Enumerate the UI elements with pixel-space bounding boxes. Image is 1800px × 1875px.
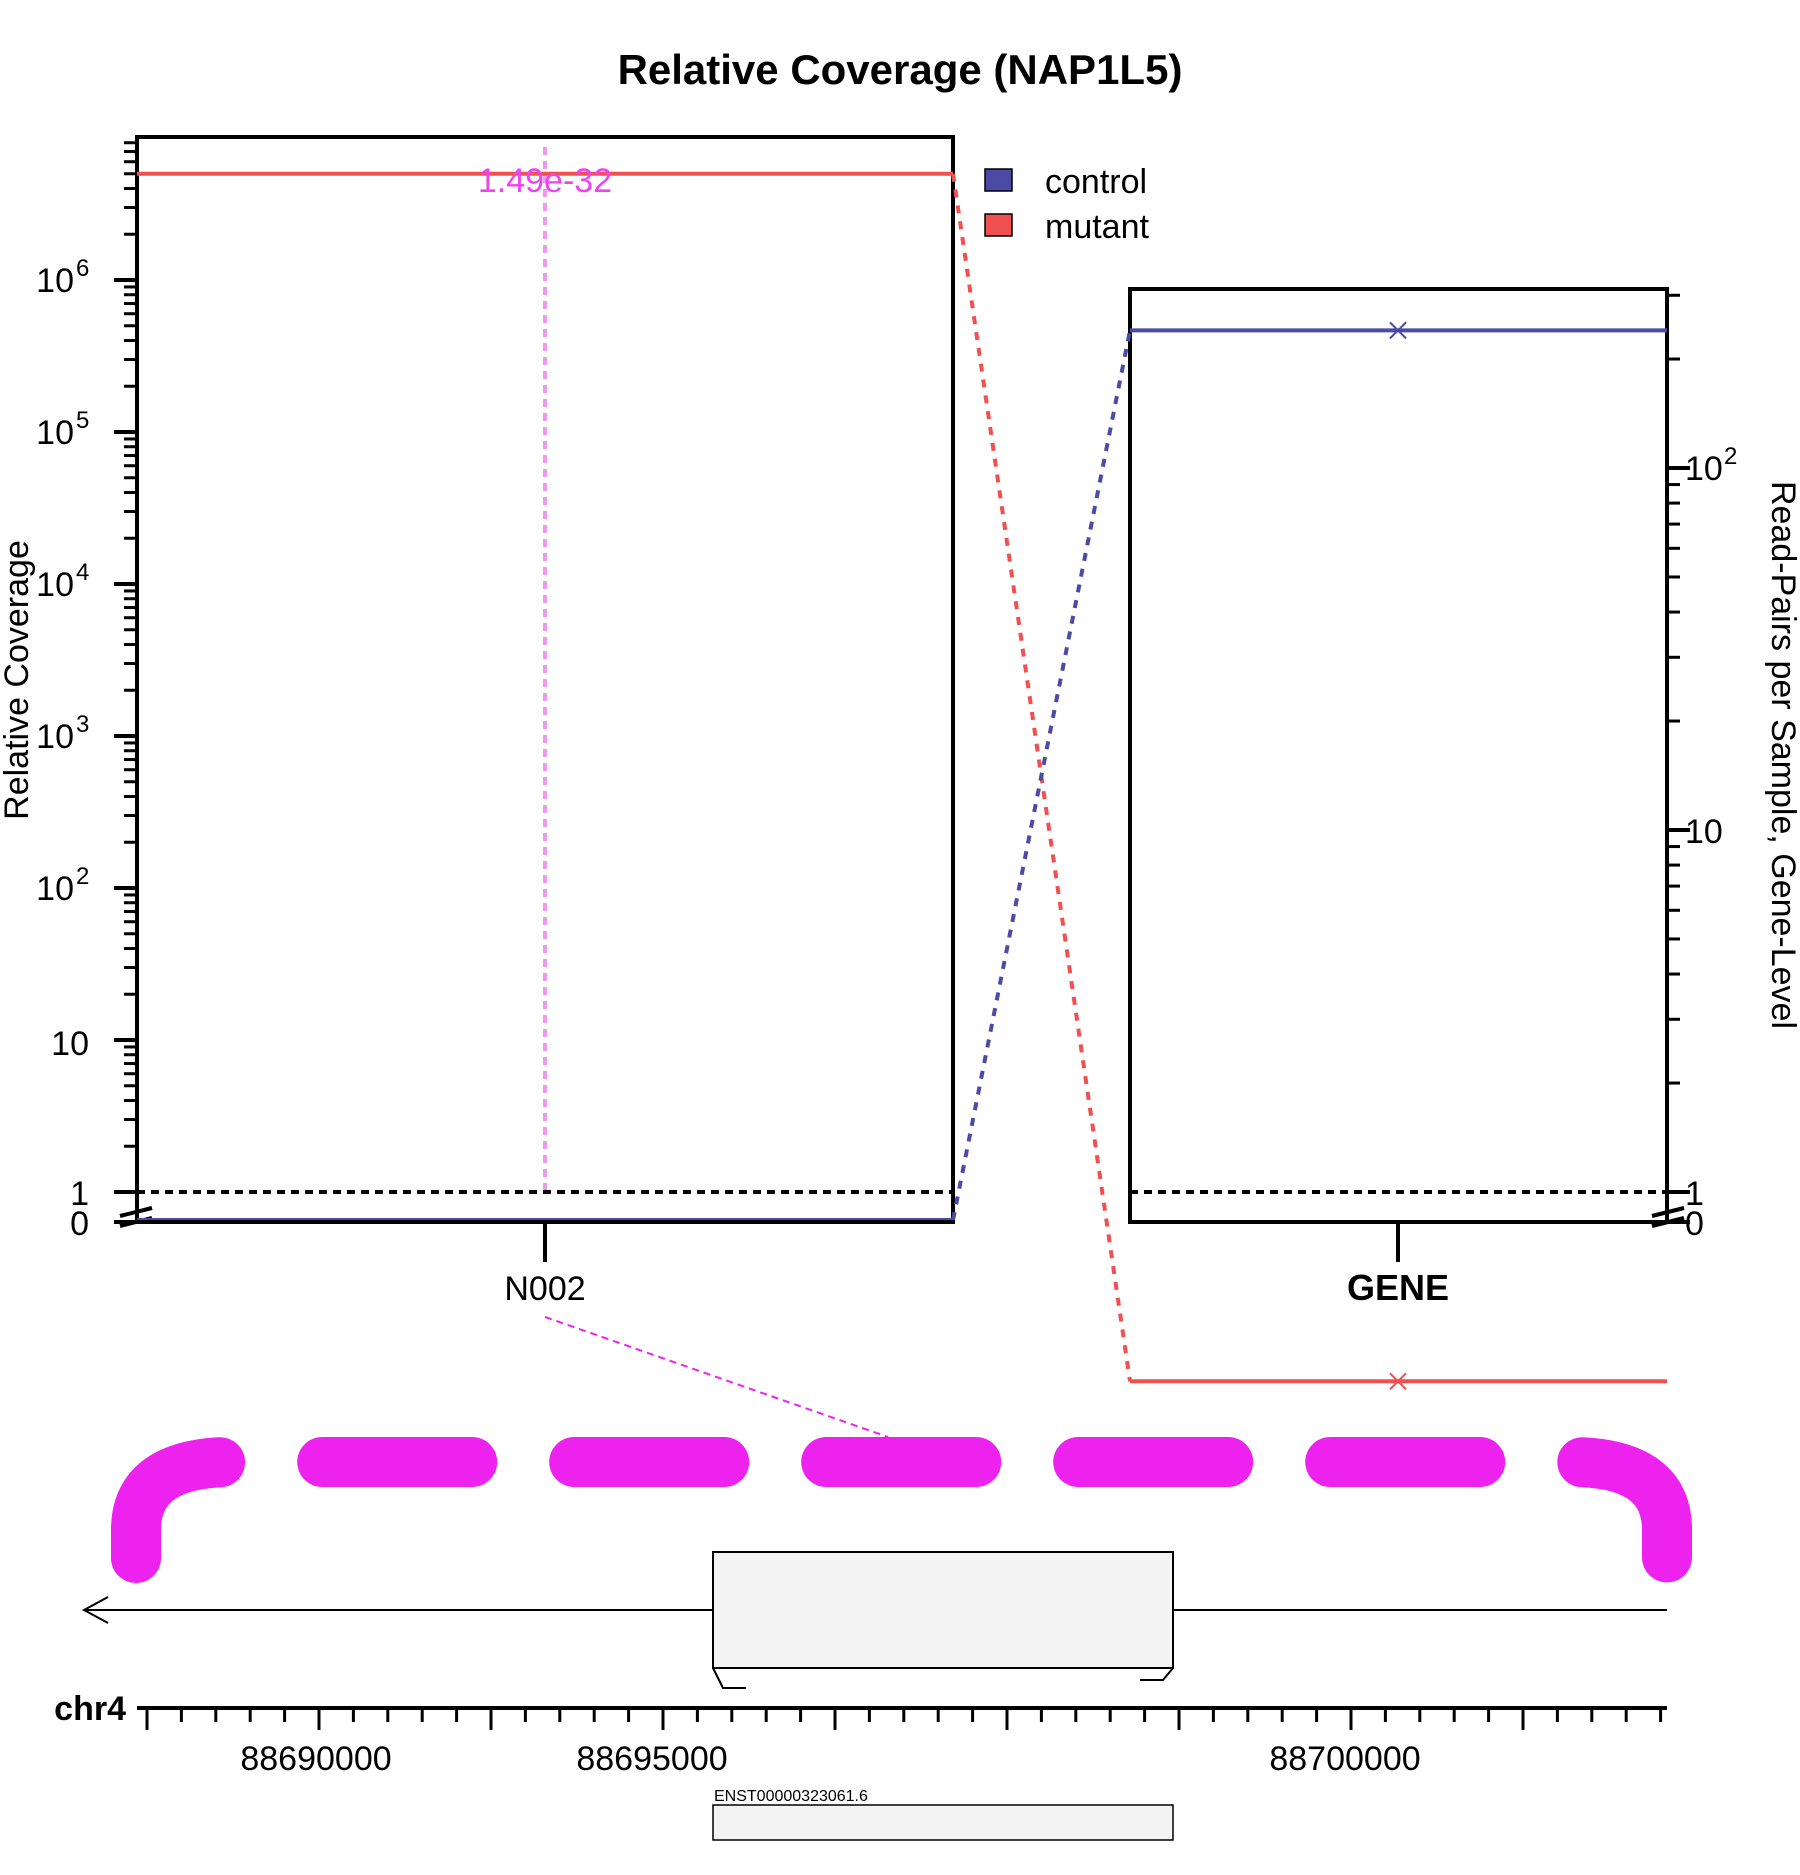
left-y-tick-exponent-5: 5 xyxy=(76,407,89,434)
legend-label-mutant: mutant xyxy=(1045,208,1149,246)
left-y-tick-exponent-6: 6 xyxy=(76,255,89,282)
control-connector-line xyxy=(951,329,1132,1221)
left-y-tick-exponent-3: 3 xyxy=(76,711,89,738)
right-y-tick-label-10e2: 10 xyxy=(1685,450,1723,488)
right-mutant-point xyxy=(1389,1372,1407,1390)
left-y-tick-label-0: 0 xyxy=(70,1205,89,1243)
left-y-tick-label-1: 1 xyxy=(70,1175,89,1213)
right-y-tick-exponent-2: 2 xyxy=(1724,443,1737,470)
genomic-tick-label-88700000: 88700000 xyxy=(1269,1740,1420,1778)
left-y-tick-labels: 0 1 10 xyxy=(51,1025,89,1243)
genomic-tick-label-88690000: 88690000 xyxy=(240,1740,391,1778)
right-y-tick-label-0: 0 xyxy=(1685,1205,1704,1243)
right-y-axis-label: Read-Pairs per Sample, Gene-Level xyxy=(1764,481,1800,1029)
strand-arrow-icon xyxy=(81,1596,109,1624)
pvalue-annotation: 1.49e-32 xyxy=(478,162,612,200)
legend-swatch-mutant xyxy=(984,213,1013,237)
legend-swatch-control xyxy=(984,168,1013,192)
left-y-tick-label-10: 10 xyxy=(51,1025,89,1063)
gene-model xyxy=(81,1551,1667,1689)
right-panel-frame xyxy=(1128,287,1669,1224)
left-y-tick-exponent-4: 4 xyxy=(76,559,89,586)
right-y-tick-labels: 0 1 10 xyxy=(1685,813,1723,1243)
left-y-axis-label: Relative Coverage xyxy=(0,540,36,820)
gene-exon xyxy=(712,1551,1174,1669)
transcript-box xyxy=(712,1804,1174,1841)
exon-link-line xyxy=(544,1316,889,1438)
left-x-axis xyxy=(137,1220,953,1262)
chromosome-label: chr4 xyxy=(54,1690,126,1728)
left-y-tick-label-10e2: 10 xyxy=(36,870,74,908)
exon-highlight-arc xyxy=(111,1436,1692,1583)
right-y-power-labels: 10 2 xyxy=(1685,443,1737,488)
right-control-point xyxy=(1389,321,1407,340)
legend: control mutant xyxy=(984,163,1149,246)
left-y-tick-label-10e6: 10 xyxy=(36,262,74,300)
chart-title: Relative Coverage (NAP1L5) xyxy=(618,46,1183,93)
right-y-tick-label-1: 1 xyxy=(1685,1175,1704,1213)
right-y-axis-ticks xyxy=(1667,293,1690,1224)
x-category-gene: GENE xyxy=(1347,1267,1449,1308)
left-y-tick-exponent-2: 2 xyxy=(76,863,89,890)
exon-left-bracket xyxy=(712,1667,746,1689)
right-axis-break xyxy=(1651,1206,1685,1228)
exon-right-bracket xyxy=(1140,1667,1174,1681)
right-y-tick-label-10: 10 xyxy=(1685,813,1723,851)
genomic-axis-ticks xyxy=(145,1708,1663,1730)
x-category-n002: N002 xyxy=(504,1270,585,1308)
left-y-tick-label-10e4: 10 xyxy=(36,566,74,604)
left-y-tick-label-10e5: 10 xyxy=(36,414,74,452)
legend-label-control: control xyxy=(1045,163,1147,201)
right-x-axis xyxy=(1130,1220,1667,1262)
left-y-tick-label-10e3: 10 xyxy=(36,718,74,756)
genomic-tick-label-88695000: 88695000 xyxy=(576,1740,727,1778)
left-y-axis-ticks xyxy=(114,141,137,1224)
transcript-label: ENST00000323061.6 xyxy=(714,1788,868,1805)
